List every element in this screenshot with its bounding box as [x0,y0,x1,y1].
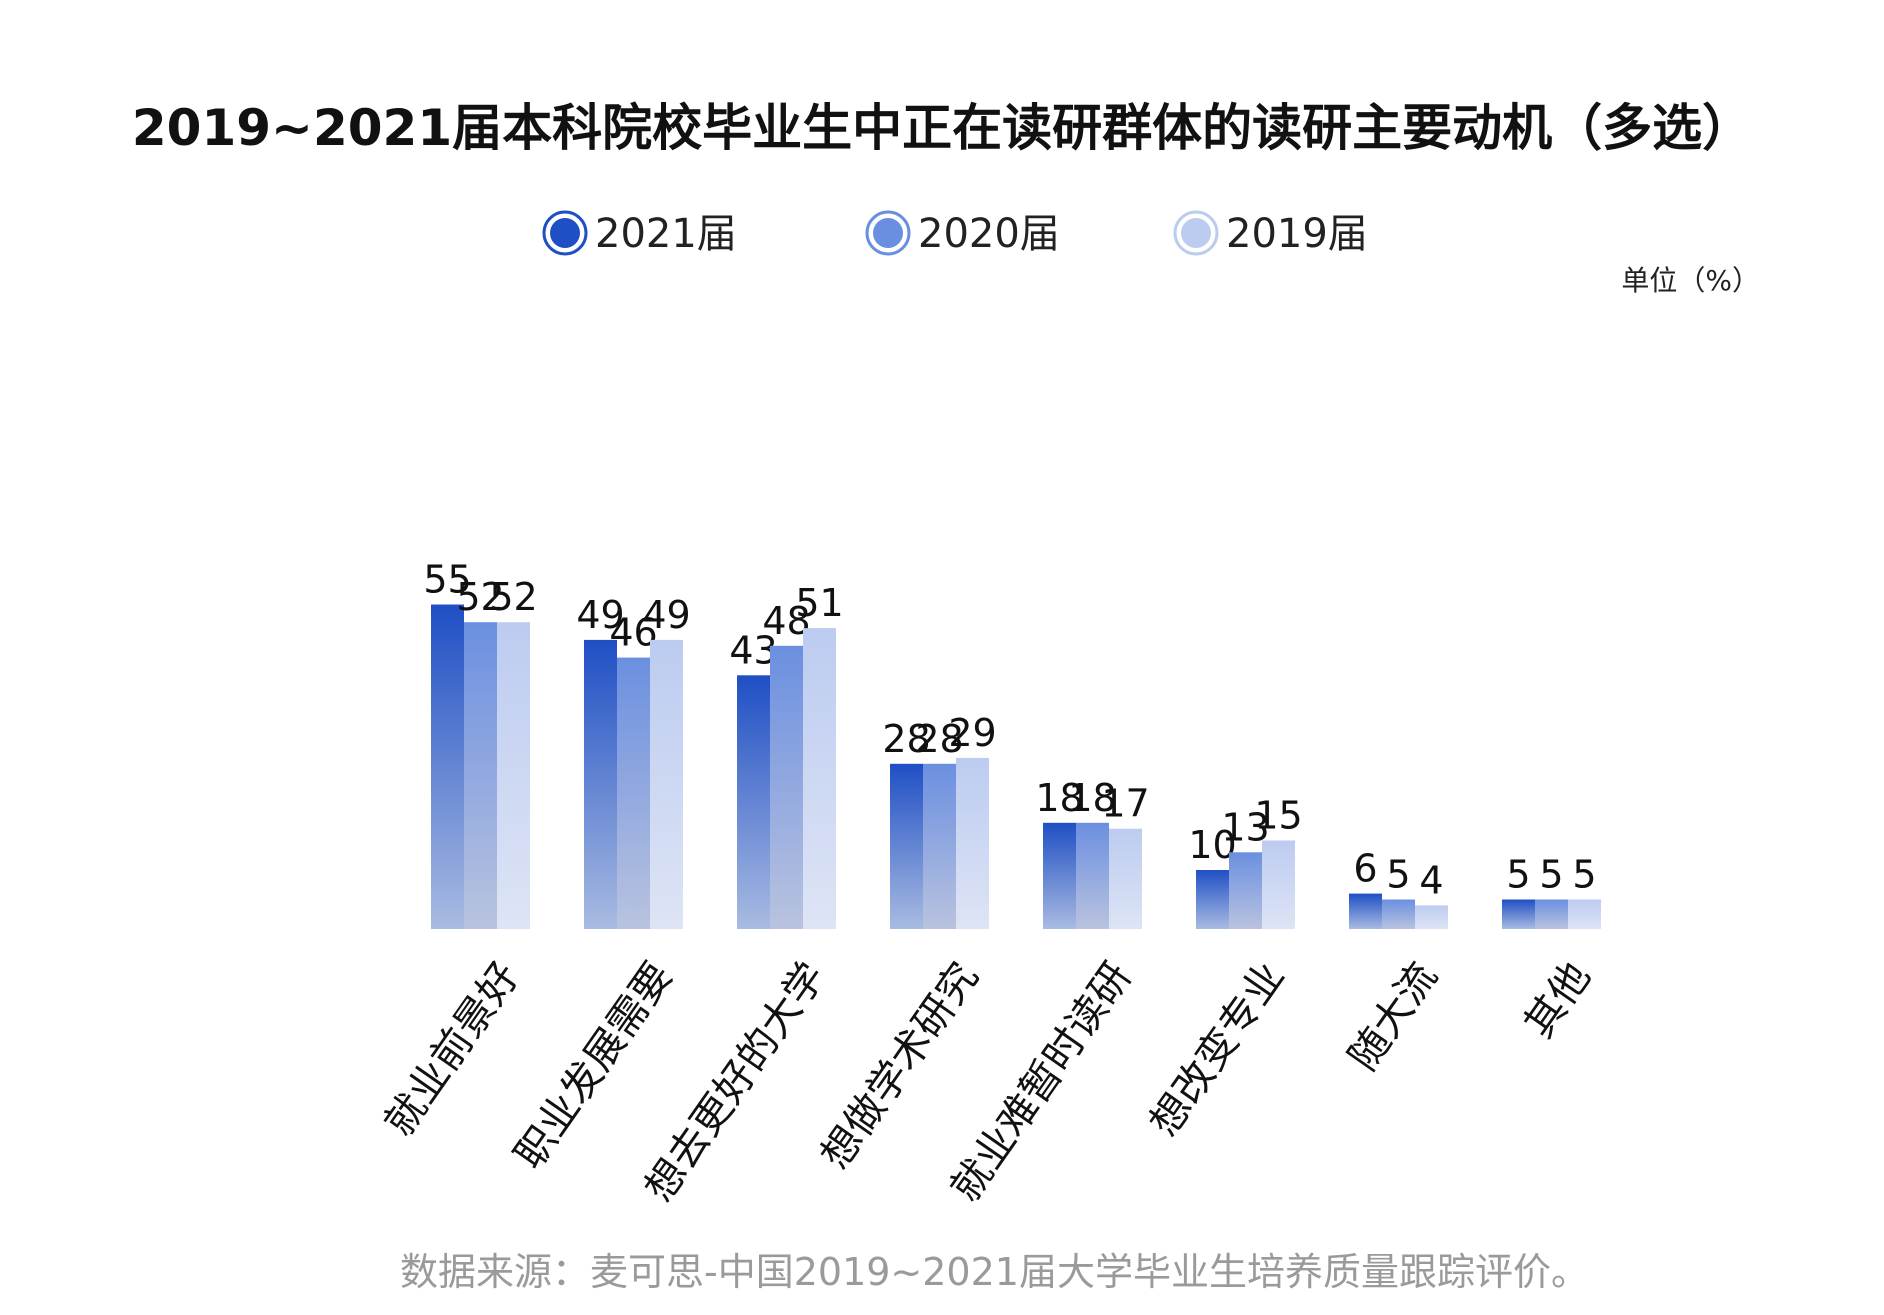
legend: 2021届 2020届 2019届 [542,210,1368,257]
unit-label: 单位（%） [1621,264,1760,297]
source-note: 数据来源：麦可思-中国2019~2021届大学毕业生培养质量跟踪评价。 [400,1250,1589,1294]
value-label-2020-7: 5 [1539,853,1563,897]
legend-label-2021: 2021届 [595,211,737,257]
category-label-1: 职业发展需要 [506,954,681,1177]
value-label-2021-3: 28 [882,717,930,761]
value-label-2020-2: 48 [762,599,810,643]
bar-2020-3 [923,763,956,929]
bar-2020-5 [1229,852,1262,929]
bar-2019-4 [1109,828,1142,929]
category-label-3: 想做学术研究 [812,954,987,1177]
value-label-2020-6: 5 [1386,853,1410,897]
value-label-2021-6: 6 [1353,847,1377,891]
bar-2021-4 [1043,822,1076,929]
value-label-2019-4: 17 [1101,782,1149,826]
value-label-2020-5: 13 [1221,805,1269,849]
legend-dot-2019 [1181,218,1211,248]
value-label-2019-2: 51 [795,581,843,625]
value-label-2021-7: 5 [1506,853,1530,897]
bar-2019-1 [650,639,683,929]
value-label-2019-5: 15 [1254,794,1302,838]
bar-2020-2 [770,645,803,929]
value-label-2019-1: 49 [642,593,690,637]
value-label-2021-2: 43 [729,628,777,672]
value-label-2019-0: 52 [489,575,537,619]
value-label-2021-4: 18 [1035,776,1083,820]
bar-2021-3 [890,763,923,929]
value-label-2021-5: 10 [1188,823,1236,867]
bar-2019-3 [956,757,989,929]
bar-2021-0 [431,604,464,929]
bar-2019-2 [803,628,836,929]
category-label-5: 想改变专业 [1141,954,1293,1144]
bar-2020-0 [464,622,497,929]
bar-2020-7 [1535,899,1568,929]
value-label-2020-1: 46 [609,611,657,655]
bar-2019-7 [1568,899,1601,929]
value-label-2020-4: 18 [1068,776,1116,820]
legend-label-2020: 2020届 [918,211,1060,257]
value-label-2020-0: 52 [456,575,504,619]
value-label-2021-0: 55 [423,558,471,602]
value-label-2019-7: 5 [1572,853,1596,897]
value-label-2019-6: 4 [1419,858,1443,902]
bar-2019-0 [497,622,530,929]
value-label-2020-3: 28 [915,717,963,761]
value-label-2021-1: 49 [576,593,624,637]
bar-2021-1 [584,639,617,929]
bar-2021-2 [737,675,770,929]
bar-2019-6 [1415,905,1448,929]
category-labels: 就业前景好职业发展需要想去更好的大学想做学术研究就业难暂时读研 想改变专业 随大流其… [376,954,1599,1210]
category-label-6: 随大流 [1340,954,1447,1079]
legend-dot-2021 [550,218,580,248]
bar-2019-5 [1262,840,1295,929]
legend-dot-2020 [873,218,903,248]
category-label-7: 其他 [1516,954,1600,1046]
value-label-2019-3: 29 [948,711,996,755]
bar-2021-5 [1196,870,1229,929]
category-label-0: 就业前景好 [376,954,528,1144]
legend-label-2019: 2019届 [1226,211,1368,257]
chart-title: 2019~2021届本科院校毕业生中正在读研群体的读研主要动机（多选） [132,99,1752,157]
bar-2021-7 [1502,899,1535,929]
bar-2020-1 [617,657,650,929]
bar-2020-4 [1076,822,1109,929]
bar-2021-6 [1349,893,1382,929]
bar-2020-6 [1382,899,1415,929]
